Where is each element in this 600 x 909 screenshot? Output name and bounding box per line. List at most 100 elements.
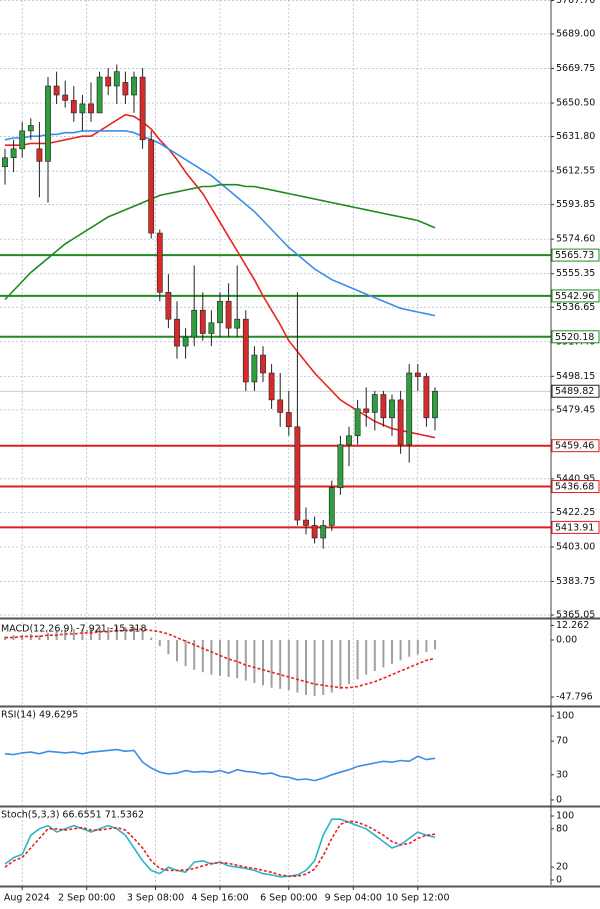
histogram-bar [90,628,92,641]
indicator-line [4,820,436,877]
y-tick-label: 5574.60 [556,234,595,245]
mark-layer [0,64,551,878]
candle-body [328,487,335,526]
candle-body [389,399,395,419]
candle-body [19,130,26,150]
histogram-bar [72,629,75,641]
x-tick-label: 9 Aug 2024 [0,893,50,904]
y-tick-label: 80 [556,823,568,834]
histogram-bar [382,640,385,668]
level-label: 5436.68 [555,482,594,493]
candle-body [70,100,77,114]
level-label: 5413.91 [555,522,594,533]
x-tick-label: 3 Sep 08:00 [127,893,184,904]
panel [4,748,436,782]
candle-body [217,300,223,324]
histogram-bar [107,626,110,641]
histogram-bar [313,640,316,697]
candle-body [199,309,206,334]
candle-body [156,232,163,293]
candle-body [380,394,387,419]
histogram-bar [262,640,264,686]
y-tick-label: 20 [556,862,568,873]
histogram-bar [305,640,307,695]
histogram-bar [296,640,299,693]
histogram-bar [322,640,325,695]
histogram-bar [270,640,273,688]
histogram-bar [193,640,196,670]
histogram-bar [167,640,170,655]
candle-body [10,148,17,159]
y-tick-label: 5689.00 [556,29,595,40]
panel [4,818,436,878]
histogram-bar [399,640,402,661]
y-tick-label: 5422.25 [556,507,595,518]
candle-body [191,309,198,338]
candle-body [260,354,266,374]
level-label: 5542.96 [555,291,594,302]
level-label: 5459.46 [555,441,594,452]
level-label-box [551,439,600,453]
candle-body [363,408,370,413]
indicator-title: RSI(14) 49.6295 [1,710,78,721]
candle-body [139,76,146,141]
y-tick-label: 5612.55 [556,166,595,177]
y-tick-label: 5669.75 [556,63,595,74]
y-tick-label: 5707.70 [556,0,595,6]
candle-body [53,85,60,96]
histogram-bar [219,640,221,676]
histogram-bar [330,640,333,693]
y-tick-label: 5498.15 [556,371,595,382]
histogram-bar [348,640,350,685]
candle-body [148,139,155,234]
histogram-bar [38,635,41,641]
level-label-box [551,330,600,344]
histogram-bar [391,640,393,664]
histogram-bar [227,640,230,677]
histogram-bar [425,640,428,652]
candle-body [423,376,430,419]
histogram-bar [416,640,419,655]
y-tick-label: 5440.95 [556,473,595,484]
y-tick-label: 5593.85 [556,199,595,210]
y-tick-label: 5403.00 [556,541,595,552]
x-tick-label: 10 Sep 12:00 [386,893,449,904]
candle-body [251,354,258,383]
candle-body [406,372,413,446]
y-tick-label: 100 [556,811,574,822]
candle-body [414,372,421,377]
level-label: 5520.18 [555,332,594,343]
histogram-bar [184,640,187,667]
candle-body [122,82,129,96]
level-label-box [551,520,600,534]
candle-body [285,412,292,428]
candle-body [96,76,103,114]
histogram-bar [124,626,127,641]
level-label-box [551,289,600,303]
candle-body [320,525,327,539]
y-tick-label: 100 [556,710,574,721]
candle-body [277,399,284,413]
histogram-bar [150,637,153,641]
candle-body [242,318,249,383]
histogram-bar [115,625,118,641]
candle-body [371,394,378,413]
y-tick-label: 5650.50 [556,98,595,109]
histogram-bar [21,635,24,641]
candle-body [225,300,232,329]
candle-body [27,125,34,132]
panel [4,625,436,697]
indicator-line [4,130,436,317]
candle-body [432,390,438,419]
candle-body [208,322,215,334]
candle-body [131,76,137,96]
indicator-line [4,183,436,301]
candle-body [346,435,352,446]
indicator-line [5,628,436,689]
histogram-bar [365,640,368,675]
histogram-bar [373,640,376,672]
histogram-bar [236,640,239,679]
histogram-bar [141,630,144,641]
